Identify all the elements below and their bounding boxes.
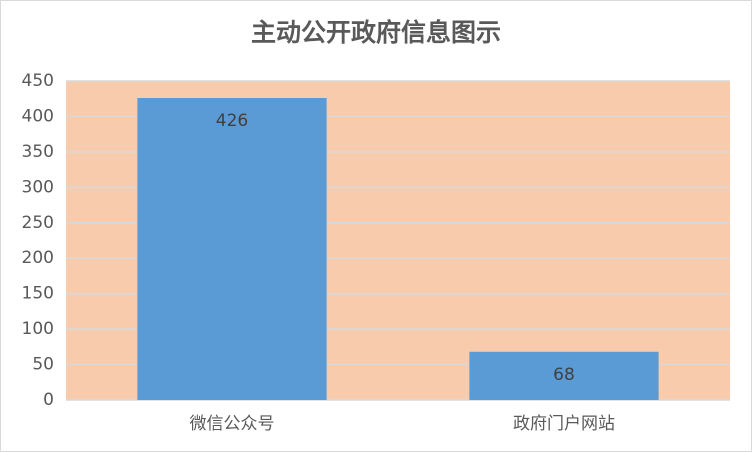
y-tick-label: 450	[22, 71, 54, 91]
x-tick-label: 政府门户网站	[513, 414, 615, 434]
y-tick-label: 0	[43, 390, 54, 410]
chart-title: 主动公开政府信息图示	[251, 18, 501, 47]
bar	[137, 98, 327, 400]
bar	[469, 351, 659, 400]
y-tick-label: 300	[22, 177, 54, 197]
data-label: 68	[553, 365, 575, 385]
x-tick-label: 微信公众号	[190, 414, 275, 434]
data-label: 426	[216, 111, 248, 131]
y-tick-label: 100	[22, 319, 54, 339]
y-tick-label: 350	[22, 142, 54, 162]
y-tick-label: 400	[22, 106, 54, 126]
y-tick-label: 250	[22, 213, 54, 233]
y-tick-label: 150	[22, 284, 54, 304]
y-tick-label: 50	[32, 355, 54, 375]
y-tick-label: 200	[22, 248, 54, 268]
